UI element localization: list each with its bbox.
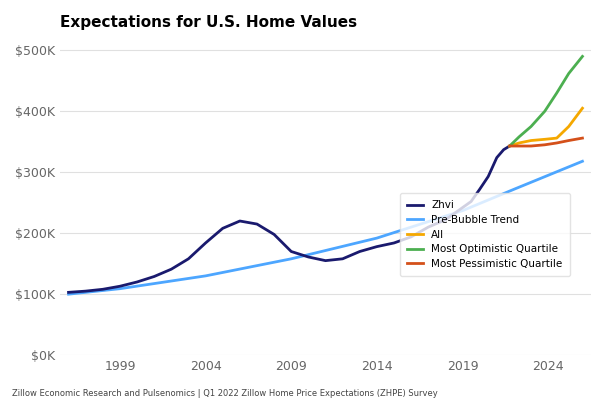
Text: Expectations for U.S. Home Values: Expectations for U.S. Home Values (60, 15, 357, 30)
Text: Zillow Economic Research and Pulsenomics | Q1 2022 Zillow Home Price Expectation: Zillow Economic Research and Pulsenomics… (12, 389, 438, 398)
Legend: Zhvi, Pre-Bubble Trend, All, Most Optimistic Quartile, Most Pessimistic Quartile: Zhvi, Pre-Bubble Trend, All, Most Optimi… (400, 193, 570, 276)
